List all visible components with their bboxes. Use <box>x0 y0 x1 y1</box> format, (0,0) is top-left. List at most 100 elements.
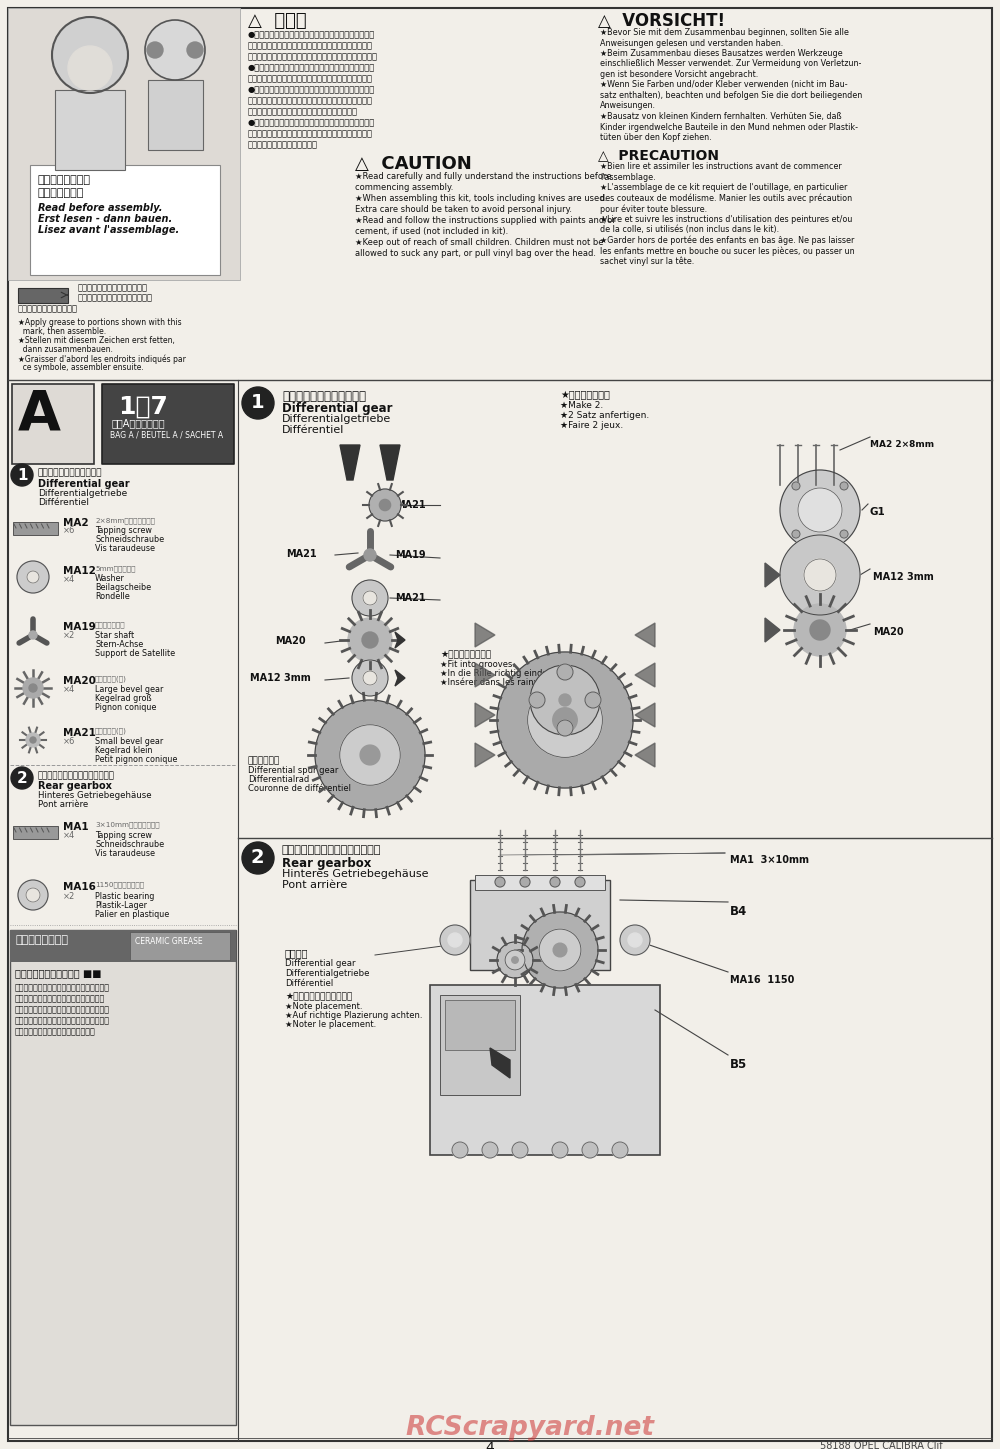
Text: ★向きに注意して下さい。: ★向きに注意して下さい。 <box>285 993 352 1001</box>
Text: ★みぞに入れます。: ★みぞに入れます。 <box>440 651 491 659</box>
Text: グリスです。特に樹脂パーツに効果的。ギヤ: グリスです。特に樹脂パーツに効果的。ギヤ <box>15 1006 110 1014</box>
Text: ★Faire 2 jeux.: ★Faire 2 jeux. <box>560 422 623 430</box>
Text: Rear gearbox: Rear gearbox <box>282 856 371 869</box>
Text: MA12 3mm: MA12 3mm <box>873 572 934 582</box>
Text: Star shaft: Star shaft <box>95 630 134 640</box>
Text: ×4: ×4 <box>63 685 75 694</box>
Text: ★L'assemblage de ce kit requiert de l'outillage, en particulier: ★L'assemblage de ce kit requiert de l'ou… <box>600 183 847 193</box>
Text: les enfants mettre en bouche ou sucer les pièces, ou passer un: les enfants mettre en bouche ou sucer le… <box>600 246 855 255</box>
Text: Kegelrad klein: Kegelrad klein <box>95 746 152 755</box>
Text: 〈リヤギャーケースのくみたて〉: 〈リヤギャーケースのくみたて〉 <box>38 771 115 780</box>
Text: Beilagscheibe: Beilagscheibe <box>95 582 151 593</box>
Text: ★Bausatz von kleinen Kindern fernhalten. Verhüten Sie, daß: ★Bausatz von kleinen Kindern fernhalten.… <box>600 112 842 122</box>
Text: B5: B5 <box>730 1058 747 1071</box>
Circle shape <box>360 745 380 765</box>
Text: Anweisungen gelesen und verstanden haben.: Anweisungen gelesen und verstanden haben… <box>600 39 783 48</box>
Text: セラミックグリス: セラミックグリス <box>15 935 68 945</box>
Text: des couteaux de modélisme. Manier les outils avec précaution: des couteaux de modélisme. Manier les ou… <box>600 194 852 203</box>
Text: に指示しました。必ずグリスアッ: に指示しました。必ずグリスアッ <box>78 293 153 301</box>
Circle shape <box>352 580 388 616</box>
Circle shape <box>794 604 846 656</box>
Text: MA20: MA20 <box>873 627 904 638</box>
Text: ★Keep out of reach of small children. Children must not be: ★Keep out of reach of small children. Ch… <box>355 238 604 246</box>
Text: ●このキットは組み立てモデルです。作る前にかならず: ●このキットは組み立てモデルです。作る前にかならず <box>248 30 375 39</box>
Text: Anweisungen.: Anweisungen. <box>600 101 656 110</box>
Text: ★Garder hors de portée des enfants en bas âge. Ne pas laisser: ★Garder hors de portée des enfants en ba… <box>600 236 854 245</box>
Text: 5mmワッシャー: 5mmワッシャー <box>95 565 136 571</box>
Circle shape <box>147 42 163 58</box>
Text: Kegelrad groß: Kegelrad groß <box>95 694 152 703</box>
Circle shape <box>559 694 571 706</box>
Bar <box>30 165 220 275</box>
Text: satz enthalten), beachten und befolgen Sie die dort beiliegenden: satz enthalten), beachten und befolgen S… <box>600 91 862 100</box>
Circle shape <box>26 888 40 901</box>
Circle shape <box>552 1142 568 1158</box>
Text: タミヤセラミックグリス ■■: タミヤセラミックグリス ■■ <box>15 968 102 978</box>
Polygon shape <box>765 564 780 587</box>
Text: 58188 OPEL CALIBRA Clif: 58188 OPEL CALIBRA Clif <box>820 1440 943 1449</box>
Circle shape <box>18 880 48 910</box>
Circle shape <box>582 1142 598 1158</box>
Circle shape <box>792 530 800 538</box>
Bar <box>18 288 68 303</box>
Text: Differential gear: Differential gear <box>282 401 392 414</box>
Text: ★Insérer dans les rainures.: ★Insérer dans les rainures. <box>440 678 555 687</box>
Text: よく読み、指示に従って正しく使用して下さい。また、: よく読み、指示に従って正しく使用して下さい。また、 <box>248 96 373 104</box>
Text: ★Beim Zusammenbau dieses Bausatzes werden Werkzeuge: ★Beim Zusammenbau dieses Bausatzes werde… <box>600 49 843 58</box>
Bar <box>55 90 125 170</box>
Text: cement, if used (not included in kit).: cement, if used (not included in kit). <box>355 227 508 236</box>
Text: Stern-Achse: Stern-Achse <box>95 640 143 649</box>
Text: Differentialrad: Differentialrad <box>248 775 309 784</box>
Text: Read before assembly.: Read before assembly. <box>38 203 162 213</box>
Circle shape <box>29 630 37 639</box>
Text: デフキャリア: デフキャリア <box>248 756 280 765</box>
Text: Schneidschraube: Schneidschraube <box>95 535 164 543</box>
Text: MA12: MA12 <box>63 567 96 577</box>
Text: Plastik-Lager: Plastik-Lager <box>95 901 147 910</box>
Bar <box>13 522 58 535</box>
Text: Lisez avant l'assemblage.: Lisez avant l'assemblage. <box>38 225 179 235</box>
Text: ●接着剤や塗料は、使用する前にそれぞれの注意書きを: ●接着剤や塗料は、使用する前にそれぞれの注意書きを <box>248 85 375 94</box>
Bar <box>10 930 236 962</box>
Text: Small bevel gear: Small bevel gear <box>95 738 163 746</box>
Text: dann zusammenbauen.: dann zusammenbauen. <box>18 345 113 354</box>
Text: RCScrapyard.net: RCScrapyard.net <box>406 1416 654 1440</box>
Text: △  注　意: △ 注 意 <box>248 12 307 30</box>
Circle shape <box>11 464 33 485</box>
Circle shape <box>26 733 40 748</box>
Text: Differential gear: Differential gear <box>38 480 130 488</box>
Circle shape <box>528 682 602 758</box>
Text: ★２個作ります。: ★２個作ります。 <box>560 390 610 400</box>
Circle shape <box>505 951 525 969</box>
Polygon shape <box>380 445 400 480</box>
Text: mark, then assemble.: mark, then assemble. <box>18 327 106 336</box>
Bar <box>475 875 605 890</box>
Text: ★Read carefully and fully understand the instructions before: ★Read carefully and fully understand the… <box>355 172 612 181</box>
Polygon shape <box>475 664 495 687</box>
Text: ★Bien lire et assimiler les instructions avant de commencer: ★Bien lire et assimiler les instructions… <box>600 162 842 171</box>
Circle shape <box>539 929 581 971</box>
Text: Schneidschraube: Schneidschraube <box>95 840 164 849</box>
Circle shape <box>482 1142 498 1158</box>
Circle shape <box>522 911 598 988</box>
Text: MA20: MA20 <box>275 636 306 646</box>
Text: 1: 1 <box>251 393 265 412</box>
Text: 4: 4 <box>486 1440 494 1449</box>
Text: 年令の方がくみたてる時は、保護者の方もお読み下さい。: 年令の方がくみたてる時は、保護者の方もお読み下さい。 <box>248 52 378 61</box>
Text: 1: 1 <box>17 468 28 483</box>
Circle shape <box>440 924 470 955</box>
Text: sachet vinyl sur la tête.: sachet vinyl sur la tête. <box>600 256 694 267</box>
Text: ×4: ×4 <box>63 575 75 584</box>
Text: ★Bevor Sie mit dem Zusammenbau beginnen, sollten Sie alle: ★Bevor Sie mit dem Zusammenbau beginnen,… <box>600 28 849 38</box>
Text: さな部品の飲み込みや、ビニール袋をかぶっての窒息な: さな部品の飲み込みや、ビニール袋をかぶっての窒息な <box>248 129 373 138</box>
Text: 1150プラベアリング: 1150プラベアリング <box>95 881 144 888</box>
Text: MA1: MA1 <box>63 822 89 832</box>
Bar <box>10 930 236 1424</box>
Circle shape <box>363 671 377 685</box>
Text: tüten über den Kopf ziehen.: tüten über den Kopf ziehen. <box>600 133 712 142</box>
Text: ★When assembling this kit, tools including knives are used.: ★When assembling this kit, tools includi… <box>355 194 607 203</box>
Text: Support de Satellite: Support de Satellite <box>95 649 175 658</box>
Circle shape <box>187 42 203 58</box>
Circle shape <box>553 943 567 956</box>
Text: 2: 2 <box>251 848 265 867</box>
